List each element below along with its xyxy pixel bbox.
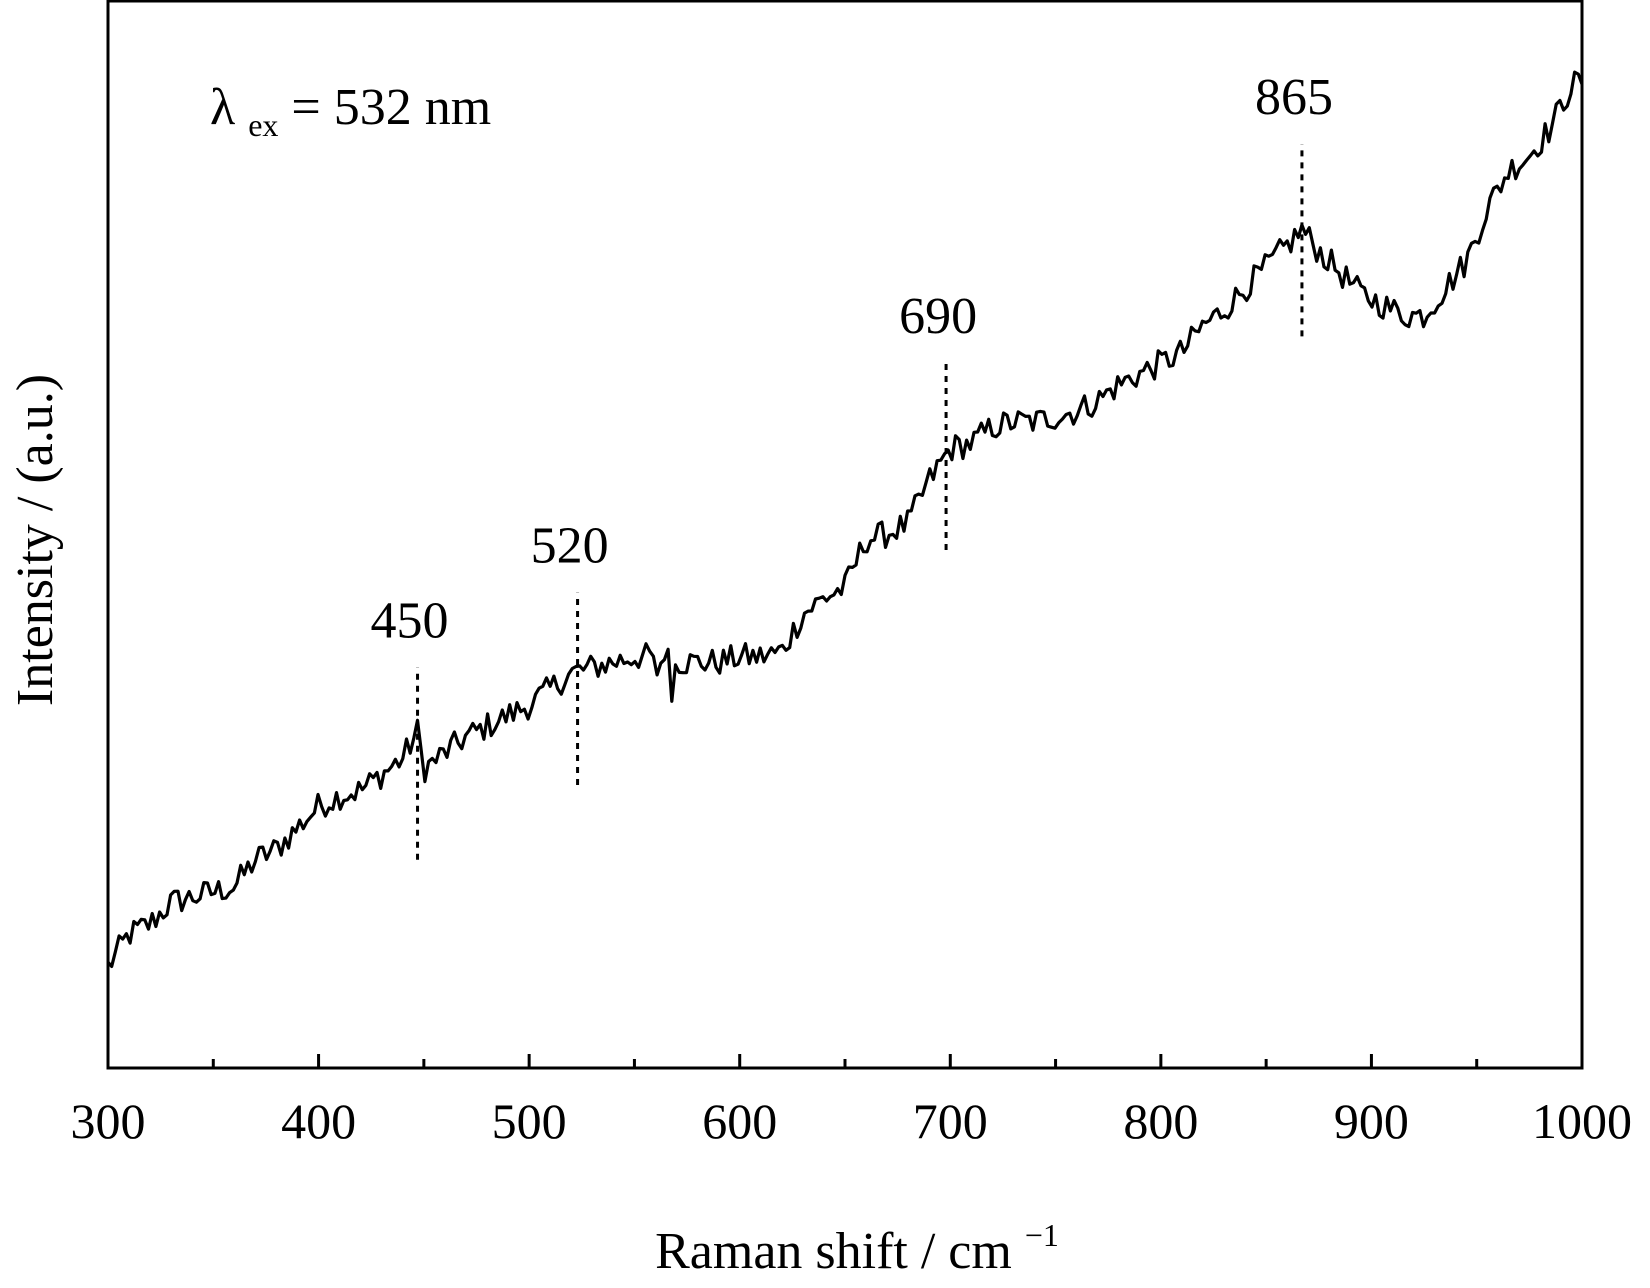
x-tick-label: 1000: [1532, 1093, 1632, 1149]
peak-label: 865: [1255, 69, 1333, 126]
x-tick-label: 300: [71, 1093, 146, 1149]
x-tick-label: 600: [702, 1093, 777, 1149]
plot-area: [106, 0, 1584, 1070]
excitation-wavelength-annotation: λ ex = 532 nm: [210, 79, 491, 148]
x-tick-label: 700: [913, 1093, 988, 1149]
plot-frame: [106, 0, 1584, 1070]
x-axis-title-superscript: −1: [1025, 1217, 1059, 1253]
peak-label: 690: [899, 288, 977, 345]
x-axis-title-text: Raman shift / cm: [655, 1223, 1012, 1280]
lambda-symbol: λ: [210, 79, 235, 136]
x-tick-label: 800: [1123, 1093, 1198, 1149]
x-tick-label: 400: [281, 1093, 356, 1149]
peak-markers: 450 520 690 865: [371, 69, 1333, 860]
x-axis-title: Raman shift / cm −1: [655, 1217, 1059, 1280]
peak-label: 520: [531, 518, 609, 575]
annotation-text: = 532 nm: [291, 79, 491, 136]
x-tick-label: 900: [1334, 1093, 1409, 1149]
lambda-subscript: ex: [248, 107, 278, 143]
x-tick-label: 500: [492, 1093, 567, 1149]
x-axis-ticks: 300 400 500 600 700 800 900 1000: [71, 1054, 1632, 1149]
peak-label: 450: [371, 593, 449, 650]
spectrum-line-0: [106, 70, 1584, 968]
y-axis-title: Intensity / (a.u.): [7, 374, 64, 706]
